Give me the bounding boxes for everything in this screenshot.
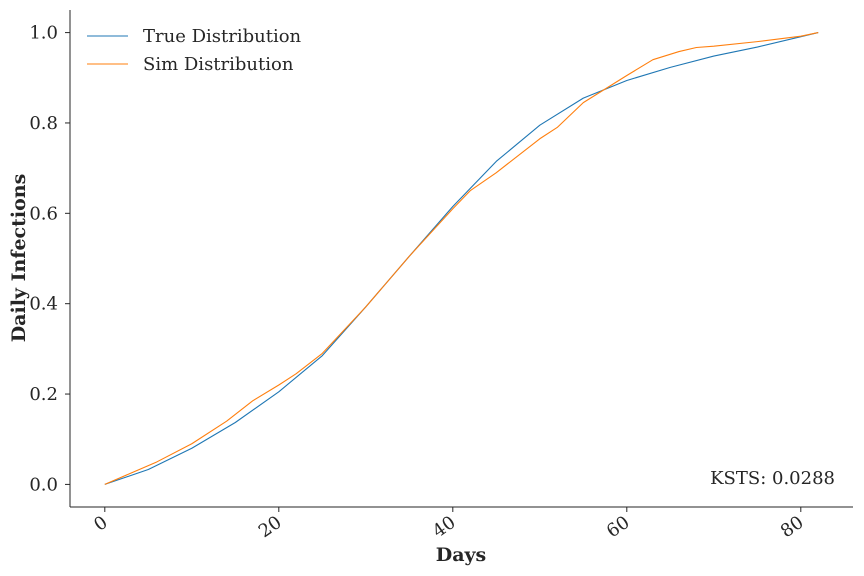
x-tick-label: 0 <box>90 512 111 536</box>
series-line-true-distribution <box>104 32 819 485</box>
y-tick-label: 1.0 <box>29 23 58 44</box>
legend-label: True Distribution <box>143 26 302 47</box>
y-tick-label: 0.6 <box>29 203 58 224</box>
y-tick-label: 0.8 <box>29 113 58 134</box>
x-tick-label: 60 <box>603 512 634 542</box>
y-axis-label: Daily Infections <box>8 174 30 343</box>
x-axis-label: Days <box>436 544 487 566</box>
y-axis-ticks: 0.0 0.2 0.4 0.6 0.8 1.0 <box>29 23 70 495</box>
legend-label: Sim Distribution <box>143 54 294 75</box>
y-tick-label: 0.0 <box>29 474 58 495</box>
x-tick-label: 20 <box>255 512 286 542</box>
series-line-sim-distribution <box>104 32 819 485</box>
axes-spines <box>69 10 853 508</box>
ksts-annotation: KSTS: 0.0288 <box>710 468 835 489</box>
legend: True Distribution Sim Distribution <box>87 26 302 75</box>
series-lines <box>104 32 819 485</box>
x-tick-label: 80 <box>777 512 808 542</box>
x-axis-ticks: 0 20 40 60 80 <box>90 507 808 542</box>
y-tick-label: 0.4 <box>29 294 58 315</box>
y-tick-label: 0.2 <box>29 384 58 405</box>
x-tick-label: 40 <box>429 512 460 542</box>
